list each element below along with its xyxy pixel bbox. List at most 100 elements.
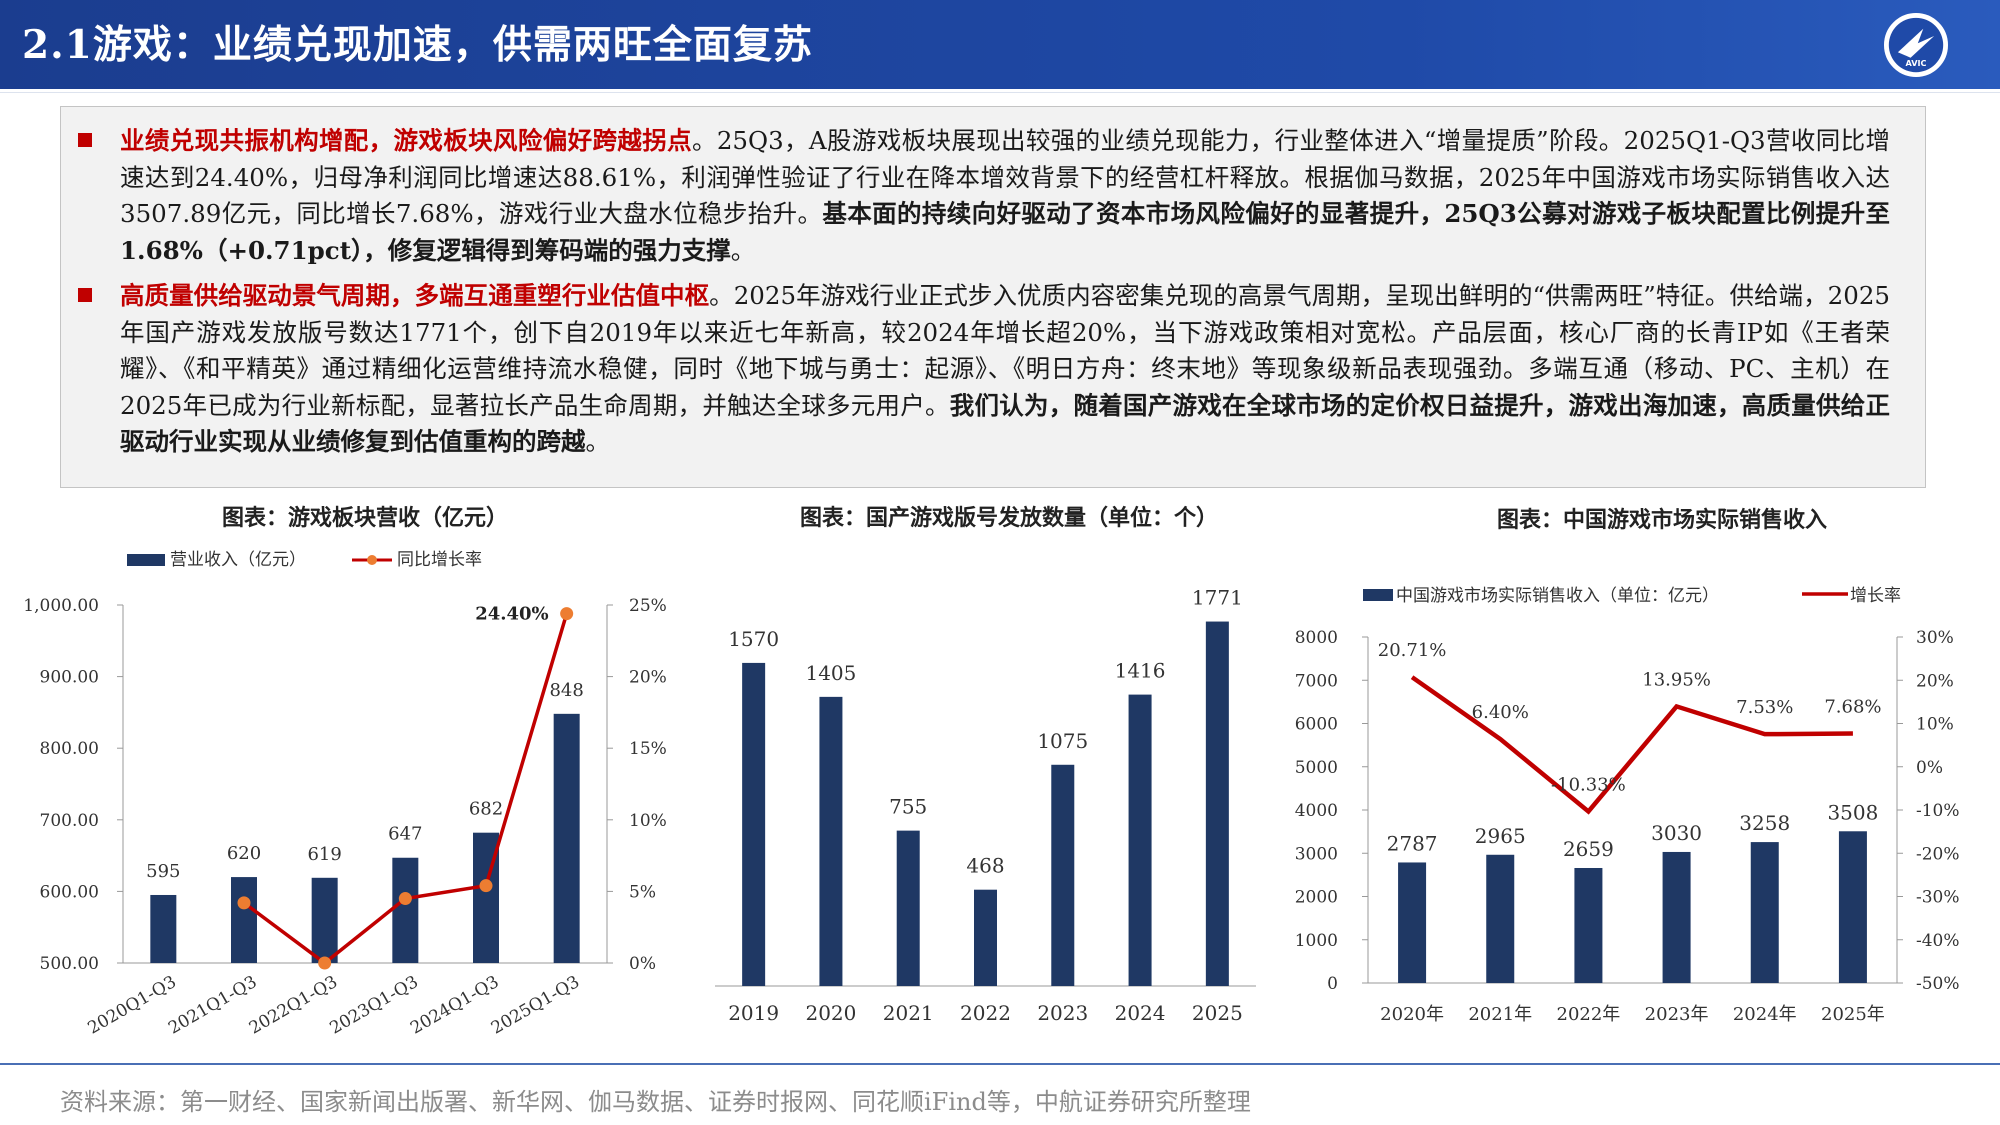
- bullet-square-icon: [78, 133, 92, 147]
- x-tick-label: 2021: [883, 1001, 934, 1025]
- y-left-tick-label: 5000: [1295, 758, 1338, 778]
- growth-point-label: 20.71%: [1378, 640, 1447, 661]
- chart3-market-revenue: 中国游戏市场实际销售收入（单位：亿元） 增长率 0 1000 2000 3000 4000 5…: [1295, 586, 1960, 1025]
- y-right-tick-label: 10%: [1916, 715, 1954, 735]
- bar-value-label: 755: [889, 795, 927, 819]
- legend-bar-swatch: [1363, 589, 1393, 601]
- paragraph-1-end: 。: [730, 235, 756, 265]
- y-left-tick-label: 600.00: [40, 882, 99, 902]
- x-tick-label: 2023Q1-Q3: [327, 972, 422, 1039]
- bar: [1051, 764, 1075, 986]
- bar-value-label: 620: [227, 843, 261, 864]
- y-right-tick-label: -20%: [1916, 844, 1960, 864]
- chart1-title: 图表：游戏板块营收（亿元）: [222, 505, 509, 531]
- growth-point-label: 7.53%: [1736, 697, 1793, 718]
- bullet-square-icon: [78, 288, 92, 302]
- growth-point: [479, 879, 493, 893]
- bar-value-label: 3508: [1827, 800, 1878, 824]
- y-left-tick-label: 900.00: [40, 668, 99, 688]
- y-left-tick-label: 2000: [1295, 888, 1338, 908]
- bar-value-label: 3258: [1739, 811, 1790, 835]
- bar-value-label: 2965: [1475, 824, 1526, 848]
- growth-point-label: 7.68%: [1824, 697, 1881, 718]
- bar-value-label: 619: [307, 844, 341, 865]
- paragraph-2-lead: 高质量供给驱动景气周期，多端互通重塑行业估值中枢: [120, 281, 710, 310]
- avic-logo: AVIC: [1884, 13, 1948, 77]
- source-note: 资料来源：第一财经、国家新闻出版署、新华网、伽马数据、证券时报网、同花顺iFin…: [60, 1088, 1251, 1116]
- x-tick-label: 2022Q1-Q3: [246, 972, 341, 1039]
- x-tick-label: 2021Q1-Q3: [165, 972, 260, 1039]
- bar: [1398, 862, 1427, 983]
- x-tick-label: 2024Q1-Q3: [407, 972, 502, 1039]
- growth-point: [237, 896, 251, 910]
- paragraph-2: 高质量供给驱动景气周期，多端互通重塑行业估值中枢。2025年游戏行业正式步入优质…: [78, 278, 1890, 461]
- y-right-tick-label: 5%: [629, 882, 656, 902]
- paragraph-1-body: 。25Q3，A股游戏板块展现出较强的业绩兑现能力，行业整体进入“增量提质”阶段。…: [120, 126, 1890, 228]
- y-left-tick-label: 8000: [1295, 628, 1338, 648]
- y-left-tick-label: 0: [1327, 974, 1338, 994]
- bar: [1574, 867, 1603, 983]
- bar-value-label: 682: [469, 799, 503, 820]
- bar-value-label: 1075: [1037, 729, 1088, 753]
- chart2-title: 图表：国产游戏版号发放数量（单位：个）: [800, 505, 1219, 531]
- paragraph-1: 业绩兑现共振机构增配，游戏板块风险偏好跨越拐点。25Q3，A股游戏板块展现出较强…: [78, 123, 1890, 269]
- header-divider: [0, 92, 2000, 93]
- paragraph-1-conclusion: 基本面的持续向好驱动了资本市场风险偏好的显著提升，25Q3公募对游戏子板块配置比…: [120, 199, 1890, 265]
- y-left-tick-label: 800.00: [40, 739, 99, 759]
- bar-value-label: 595: [146, 861, 180, 882]
- bar-value-label: 1405: [805, 661, 856, 685]
- bar: [1750, 842, 1779, 983]
- y-right-tick-label: 20%: [629, 668, 667, 688]
- x-tick-label: 2025年: [1821, 1004, 1885, 1025]
- y-right-tick-label: -30%: [1916, 888, 1960, 908]
- y-left-tick-label: 1000: [1295, 931, 1338, 951]
- growth-point-label: 13.95%: [1642, 669, 1711, 690]
- y-right-tick-label: 0%: [1916, 758, 1943, 778]
- x-tick-label: 2025Q1-Q3: [488, 972, 583, 1039]
- y-left-tick-label: 7000: [1295, 671, 1338, 691]
- bar-value-label: 1570: [728, 627, 779, 651]
- x-tick-label: 2023年: [1645, 1004, 1709, 1025]
- bar: [896, 830, 920, 986]
- page-title: 2.1游戏：业绩兑现加速，供需两旺全面复苏: [22, 22, 813, 68]
- x-tick-label: 2023: [1037, 1001, 1088, 1025]
- legend-line-marker: [367, 555, 377, 565]
- legend-revenue-label: 中国游戏市场实际销售收入（单位：亿元）: [1396, 586, 1719, 606]
- x-tick-label: 2020: [805, 1001, 856, 1025]
- y-right-tick-label: 15%: [629, 739, 667, 759]
- bar: [231, 877, 257, 963]
- legend-bar-swatch: [127, 554, 165, 566]
- x-tick-label: 2024年: [1733, 1004, 1797, 1025]
- bar: [553, 713, 580, 963]
- paragraph-2-end: 。: [585, 427, 611, 456]
- growth-line: [1410, 675, 1853, 815]
- y-right-tick-label: 30%: [1916, 628, 1954, 648]
- growth-point: [560, 607, 574, 621]
- chart2-licenses: 1570 2019 1405 2020 755 2021 468 2022 1075 2023 14…: [715, 586, 1256, 1025]
- legend-rate-label: 同比增长率: [397, 550, 482, 570]
- y-left-tick-label: 4000: [1295, 801, 1338, 821]
- bar: [742, 662, 766, 986]
- legend-rate-label: 增长率: [1850, 586, 1901, 606]
- legend-revenue-label: 营业收入（亿元）: [170, 550, 306, 570]
- bar-value-label: 848: [549, 680, 583, 701]
- growth-point: [318, 956, 332, 970]
- bar: [311, 877, 338, 963]
- bar-value-label: 1771: [1192, 586, 1243, 610]
- svg-text:AVIC: AVIC: [1905, 58, 1926, 68]
- bar-value-label: 3030: [1651, 821, 1702, 845]
- bar-value-label: 2787: [1387, 831, 1438, 855]
- y-left-tick-label: 500.00: [40, 954, 99, 974]
- y-right-tick-label: -10%: [1916, 801, 1960, 821]
- x-tick-label: 2019: [728, 1001, 779, 1025]
- x-tick-label: 2020年: [1380, 1004, 1444, 1025]
- bar-value-label: 1416: [1115, 659, 1166, 683]
- bar-value-label: 2659: [1563, 837, 1614, 861]
- growth-point-label: -10.33%: [1551, 774, 1626, 795]
- y-left-tick-label: 1,000.00: [23, 596, 99, 616]
- growth-point-label: 6.40%: [1472, 702, 1529, 723]
- growth-point: [398, 892, 412, 906]
- x-tick-label: 2024: [1115, 1001, 1166, 1025]
- y-right-tick-label: 20%: [1916, 671, 1954, 691]
- y-right-tick-label: -50%: [1916, 974, 1960, 994]
